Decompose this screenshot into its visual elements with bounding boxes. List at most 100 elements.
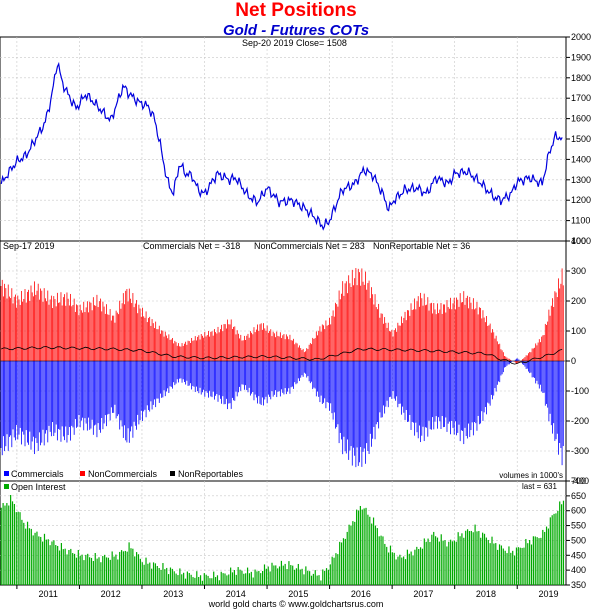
commercials-bar bbox=[472, 361, 474, 436]
commercials-bar bbox=[407, 361, 408, 422]
open-interest-bar bbox=[263, 564, 266, 585]
commercials-bar bbox=[433, 361, 435, 430]
commercials-bar bbox=[481, 361, 483, 412]
noncommercials-bar bbox=[514, 361, 516, 363]
noncommercials-bar bbox=[139, 308, 141, 361]
noncommercials-bar bbox=[383, 323, 384, 361]
noncommercials-bar bbox=[465, 297, 467, 361]
open-interest-bar bbox=[41, 541, 44, 585]
commercials-bar bbox=[562, 361, 564, 447]
noncommercials-bar bbox=[157, 329, 159, 361]
commercials-bar bbox=[508, 361, 510, 365]
noncommercials-bar bbox=[378, 303, 380, 361]
axes: 1000110012001300140015001600170018001900… bbox=[16, 32, 591, 599]
noncommercials-bar bbox=[411, 309, 413, 361]
noncommercials-bar bbox=[368, 280, 370, 361]
noncommercials-bar bbox=[348, 275, 350, 361]
commercials-bar bbox=[173, 361, 175, 383]
noncommercials-bar bbox=[390, 331, 392, 361]
noncommercials-bar bbox=[377, 309, 378, 361]
noncommercials-bar bbox=[433, 303, 435, 361]
noncommercials-bar bbox=[164, 331, 166, 361]
open-interest-bar bbox=[472, 532, 474, 585]
commercials-bar bbox=[60, 361, 62, 442]
y-tick-label: 1300 bbox=[571, 175, 591, 185]
commercials-bar bbox=[83, 361, 85, 431]
noncommercials-bar bbox=[291, 340, 293, 361]
noncommercials-bar bbox=[222, 331, 224, 361]
noncommercials-bar bbox=[549, 315, 551, 361]
commercials-bar bbox=[58, 361, 59, 429]
commercials-bar bbox=[529, 361, 531, 374]
footer-credit: world gold charts © www.goldchartsrus.co… bbox=[208, 599, 384, 609]
commercials-bar bbox=[526, 361, 528, 369]
open-interest-bar bbox=[102, 556, 104, 585]
noncommercials-bar bbox=[265, 330, 267, 361]
open-interest-bar bbox=[538, 538, 540, 585]
open-interest-bar bbox=[288, 561, 290, 585]
net-bars bbox=[0, 268, 566, 468]
noncommercials-bar bbox=[3, 296, 4, 361]
commercials-bar bbox=[320, 361, 322, 396]
commercials-bar bbox=[220, 361, 221, 399]
commercials-bar bbox=[248, 361, 250, 388]
noncommercials-bar bbox=[372, 294, 374, 361]
open-interest-bar bbox=[512, 550, 514, 585]
commercials-bar bbox=[23, 361, 25, 435]
noncommercials-bar bbox=[230, 319, 232, 361]
open-interest-bar bbox=[418, 549, 420, 585]
commercials-bar bbox=[90, 361, 92, 429]
open-interest-bar bbox=[141, 562, 143, 585]
commercials-bar bbox=[284, 361, 286, 389]
open-interest-bar bbox=[6, 503, 8, 585]
noncommercials-bar bbox=[9, 296, 10, 361]
open-interest-bar bbox=[194, 577, 196, 585]
commercials-bar bbox=[410, 361, 412, 430]
noncommercials-bar bbox=[264, 328, 266, 361]
commercials-bar bbox=[267, 361, 269, 395]
open-interest-bar bbox=[186, 571, 188, 585]
commercials-bar bbox=[288, 361, 290, 389]
open-interest-bar bbox=[500, 545, 503, 585]
commercials-bar bbox=[41, 361, 43, 443]
commercials-bar bbox=[13, 361, 15, 438]
open-interest-bar bbox=[350, 525, 352, 585]
noncommercials-bar bbox=[543, 335, 545, 361]
open-interest-bar bbox=[485, 537, 487, 585]
commercials-bar bbox=[270, 361, 272, 400]
commercials-bar bbox=[330, 361, 332, 404]
commercials-bar bbox=[156, 361, 158, 399]
noncommercials-bar bbox=[330, 324, 332, 361]
open-interest-bar bbox=[230, 567, 232, 585]
commercials-bar bbox=[191, 361, 193, 390]
open-interest-bar bbox=[423, 538, 425, 585]
open-interest-bar bbox=[357, 510, 360, 585]
open-interest-bar bbox=[414, 549, 416, 585]
commercials-bar bbox=[245, 361, 246, 386]
noncommercials-bar bbox=[102, 301, 104, 361]
noncommercials-bar bbox=[118, 314, 119, 361]
legend-swatch-noncommercials bbox=[80, 471, 85, 476]
noncommercials-bar bbox=[299, 345, 300, 361]
commercials-bar bbox=[168, 361, 170, 394]
commercials-bar bbox=[35, 361, 37, 439]
commercials-bar bbox=[544, 361, 546, 406]
commercials-bar bbox=[52, 361, 53, 423]
nonreportables-line bbox=[1, 346, 563, 365]
commercials-bar bbox=[119, 361, 121, 430]
x-tick-label: 2013 bbox=[163, 589, 183, 599]
open-interest-bar bbox=[335, 553, 337, 585]
noncommercials-bar bbox=[109, 309, 111, 361]
commercials-bar bbox=[214, 361, 215, 400]
commercials-bar bbox=[110, 361, 112, 408]
noncommercials-bar bbox=[266, 325, 268, 361]
noncommercials-bar bbox=[228, 324, 230, 361]
y-tick-label: 350 bbox=[571, 580, 586, 590]
noncommercials-bar bbox=[114, 322, 116, 361]
commercials-bar bbox=[91, 361, 93, 420]
noncommercials-bar bbox=[506, 357, 508, 361]
commercials-bar bbox=[137, 361, 139, 415]
noncommercials-bar bbox=[554, 291, 556, 361]
commercials-bar bbox=[26, 361, 28, 443]
open-interest-bar bbox=[491, 536, 493, 585]
